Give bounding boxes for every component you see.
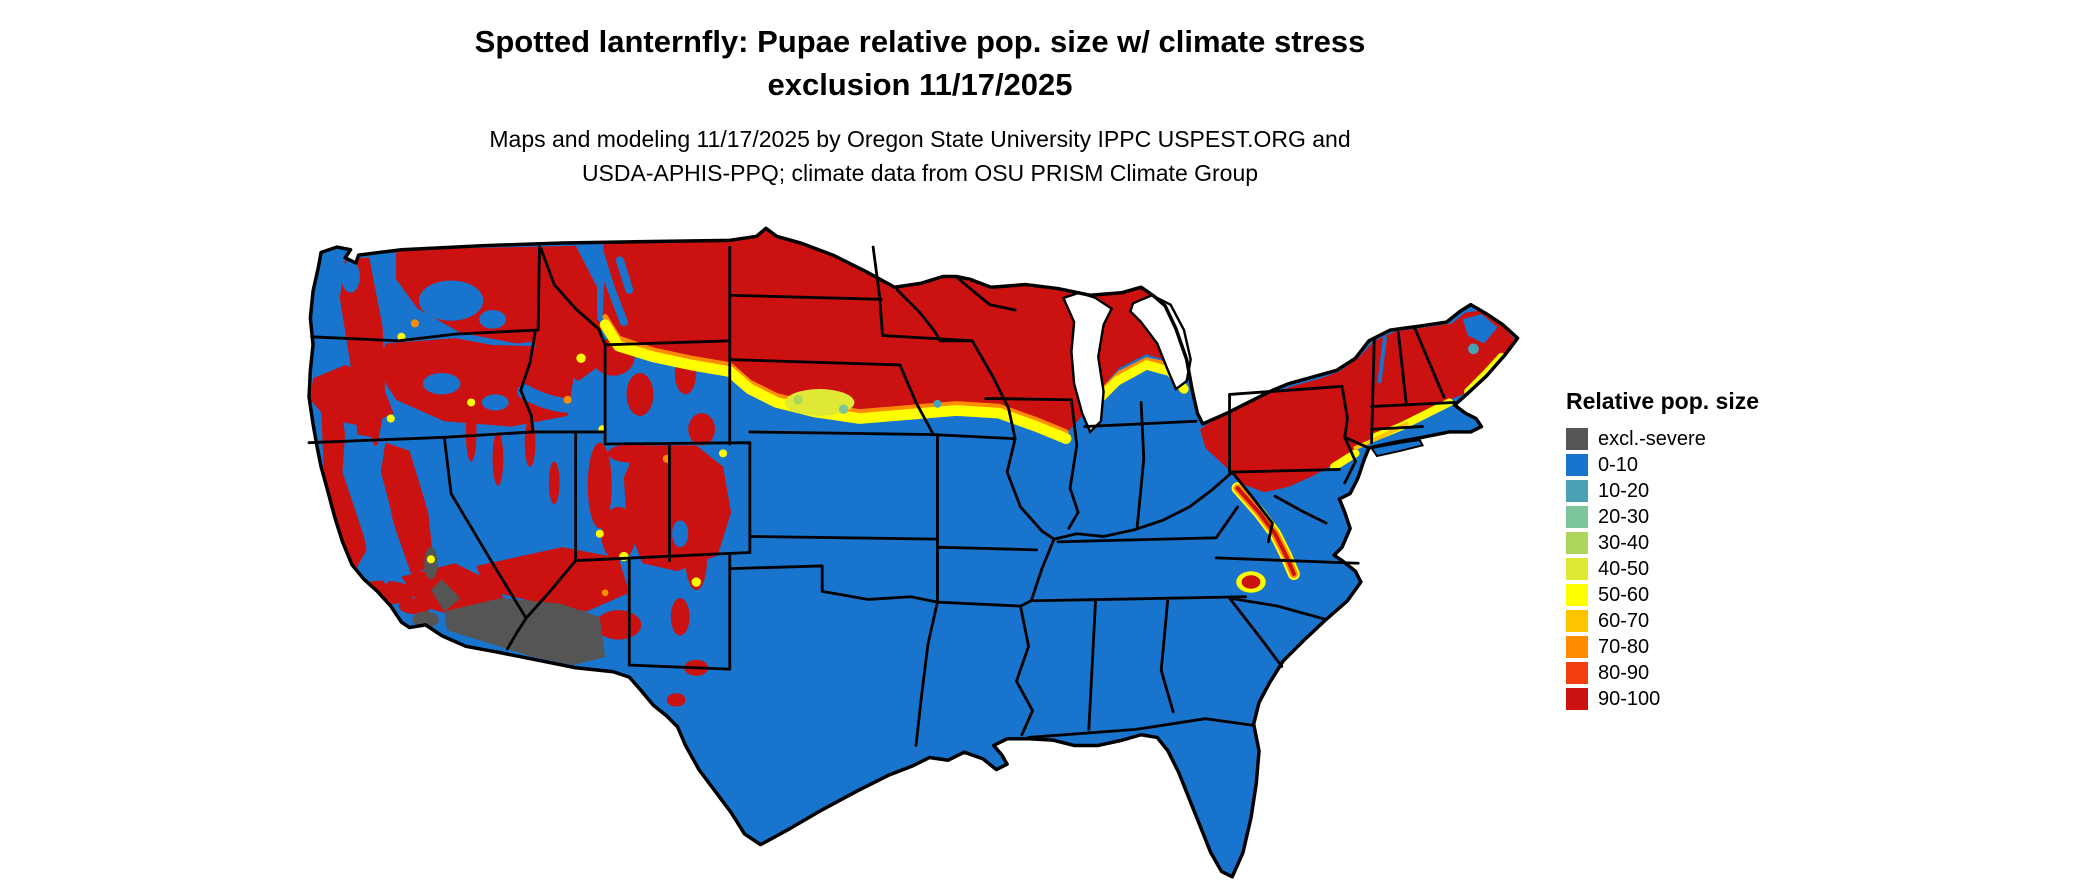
map-speck <box>793 395 803 405</box>
legend-item-label: 40-50 <box>1598 557 1650 580</box>
page-title-line1: Spotted lanternfly: Pupae relative pop. … <box>474 24 1366 59</box>
legend-item: 20-30 <box>1566 504 1759 530</box>
legend-item: 60-70 <box>1566 608 1759 634</box>
legend-item: 10-20 <box>1566 478 1759 504</box>
legend-item: 80-90 <box>1566 660 1759 686</box>
legend-item-label: 90-100 <box>1598 687 1661 710</box>
state-borders <box>307 245 1457 747</box>
legend-item-label: 10-20 <box>1598 479 1650 502</box>
legend-item: 0-10 <box>1566 452 1759 478</box>
legend-swatch-90-100 <box>1566 688 1588 710</box>
legend-item-label: 70-80 <box>1598 635 1650 658</box>
legend-items: excl.-severe 0-10 10-20 20-30 30-40 40-5… <box>1566 426 1759 712</box>
page-subtitle-line1: Maps and modeling 11/17/2025 by Oregon S… <box>489 126 1351 152</box>
map-zone-western-mountains <box>310 245 732 707</box>
us-outline <box>307 226 1520 879</box>
us-risk-map-svg <box>307 226 1520 879</box>
lake-michigan <box>1061 291 1114 435</box>
legend-item-label: 50-60 <box>1598 583 1650 606</box>
legend-swatch-0-10 <box>1566 454 1588 476</box>
page-title-line2: exclusion 11/17/2025 <box>767 67 1073 102</box>
page-subtitle-line2: USDA-APHIS-PPQ; climate data from OSU PR… <box>581 160 1259 186</box>
lake-huron <box>1129 293 1192 391</box>
risk-map <box>305 208 1527 885</box>
map-speck <box>1468 343 1479 355</box>
legend-item: 30-40 <box>1566 530 1759 556</box>
map-zone-transition-patch <box>784 389 855 416</box>
map-speck <box>933 399 942 408</box>
legend-swatch-10-20 <box>1566 480 1588 502</box>
legend-item: 50-60 <box>1566 582 1759 608</box>
lake-champlain <box>1377 336 1387 384</box>
page-title: Spotted lanternfly: Pupae relative pop. … <box>0 20 1840 106</box>
legend-item-label: 80-90 <box>1598 661 1650 684</box>
legend-swatch-30-40 <box>1566 532 1588 554</box>
legend-item-label: excl.-severe <box>1598 427 1706 450</box>
legend-item: excl.-severe <box>1566 426 1759 452</box>
legend-swatch-70-80 <box>1566 636 1588 658</box>
legend-swatch-50-60 <box>1566 584 1588 606</box>
legend-item-label: 0-10 <box>1598 453 1639 476</box>
legend-swatch-40-50 <box>1566 558 1588 580</box>
legend-item-label: 20-30 <box>1598 505 1650 528</box>
legend-item: 90-100 <box>1566 686 1759 712</box>
legend-swatch-80-90 <box>1566 662 1588 684</box>
legend-swatch-60-70 <box>1566 610 1588 632</box>
legend-item: 40-50 <box>1566 556 1759 582</box>
map-zone-western-valleys <box>341 248 689 585</box>
map-zone-high-northeast <box>1200 310 1515 493</box>
legend-item: 70-80 <box>1566 634 1759 660</box>
legend-swatch-excl-severe <box>1566 428 1588 450</box>
map-speck <box>838 404 849 414</box>
legend-swatch-20-30 <box>1566 506 1588 528</box>
page-subtitle: Maps and modeling 11/17/2025 by Oregon S… <box>0 122 1840 190</box>
legend-item-label: 30-40 <box>1598 531 1650 554</box>
legend-title: Relative pop. size <box>1566 388 1760 414</box>
map-speckles-yellow <box>386 332 728 587</box>
legend-item-label: 60-70 <box>1598 609 1650 632</box>
map-zone-maine-north-low <box>1462 314 1498 344</box>
legend: Relative pop. size excl.-severe 0-10 10-… <box>1566 388 1759 712</box>
